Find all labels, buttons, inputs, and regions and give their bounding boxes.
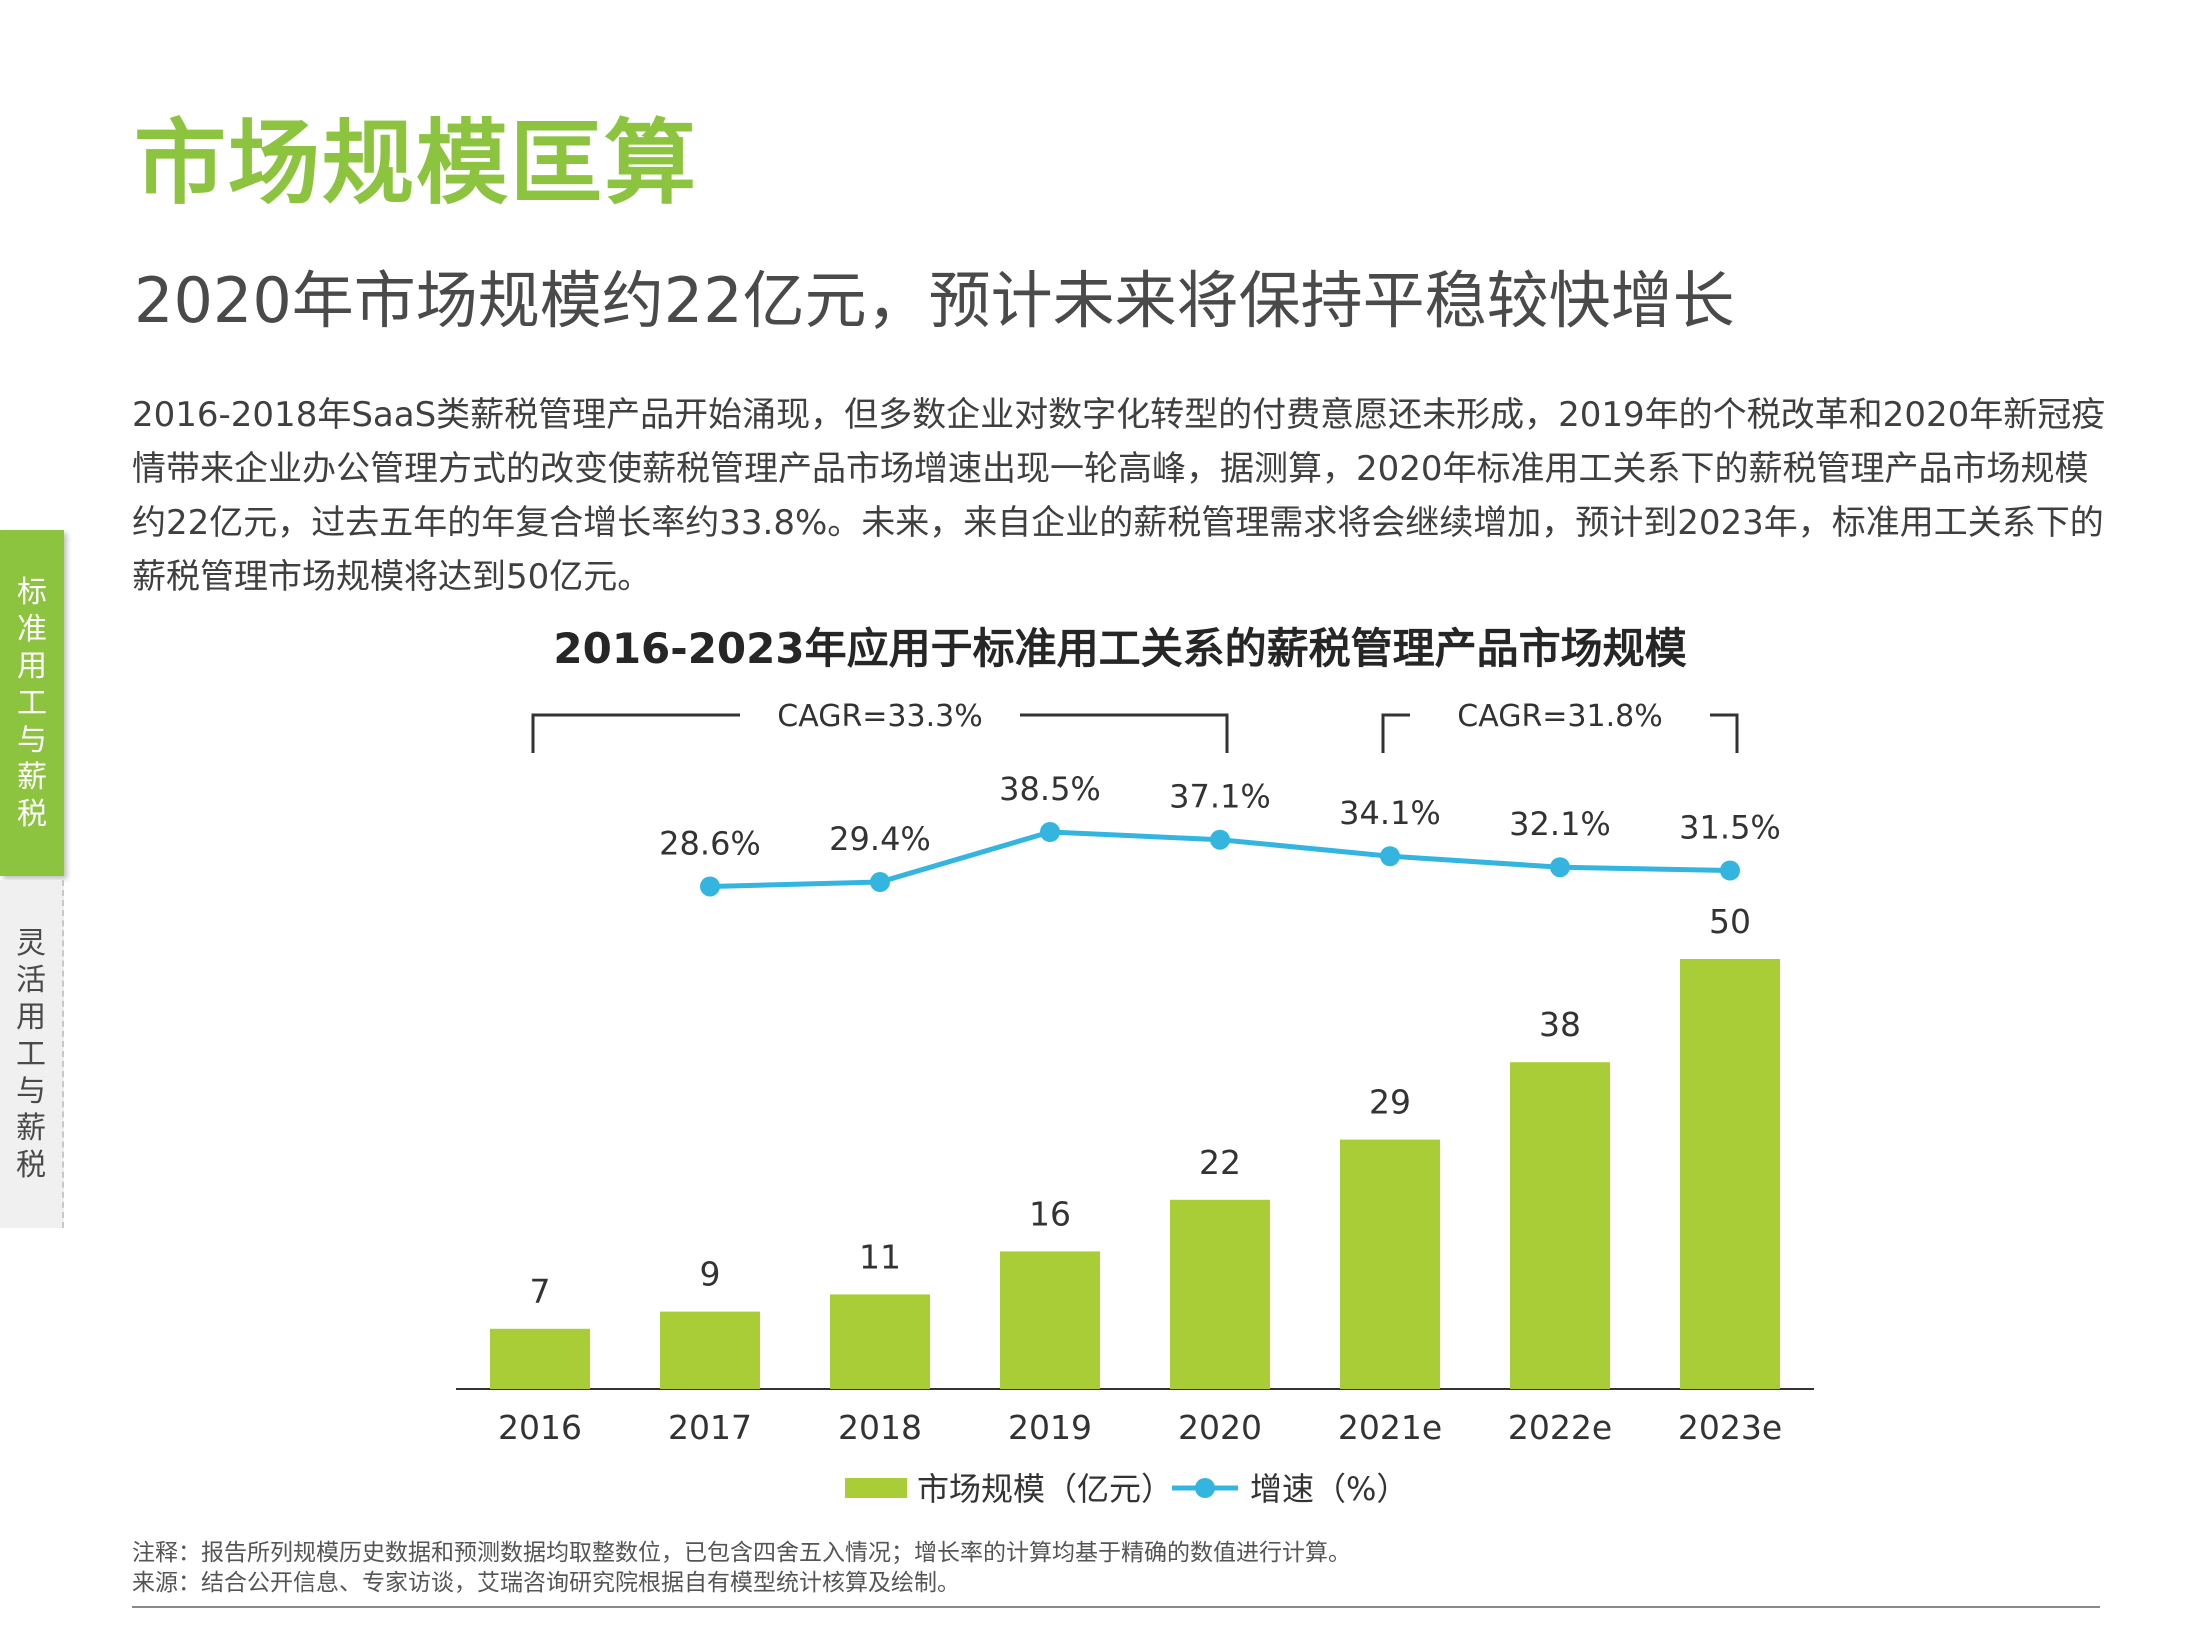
intro-paragraph: 2016-2018年SaaS类薪税管理产品开始涌现，但多数企业对数字化转型的付费…	[132, 395, 2106, 597]
side-tab-char: 用	[17, 648, 47, 684]
growth-value-label: 31.5%	[1679, 809, 1781, 847]
side-tab-char: 税	[16, 1147, 46, 1183]
growth-value-label: 32.1%	[1509, 805, 1611, 843]
x-tick-label: 2023e	[1678, 1408, 1782, 1447]
growth-point	[1720, 860, 1740, 881]
side-tab-char: 标	[17, 574, 47, 610]
bar	[830, 1294, 930, 1389]
chart-title: 2016-2023年应用于标准用工关系的薪税管理产品市场规模	[553, 624, 1687, 673]
bar-value-label: 7	[530, 1272, 551, 1311]
bar	[1000, 1251, 1100, 1389]
bar-value-label: 29	[1369, 1083, 1411, 1122]
cagr-label: CAGR=31.8%	[1457, 699, 1662, 734]
footer-source: 来源：结合公开信息、专家访谈，艾瑞咨询研究院根据自有模型统计核算及绘制。	[132, 1570, 960, 1596]
bar-value-label: 16	[1029, 1194, 1071, 1233]
growth-point	[1550, 857, 1570, 878]
cagr-label: CAGR=33.3%	[777, 699, 982, 734]
footer-notes: 注释：报告所列规模历史数据和预测数据均取整数位，已包含四舍五入情况；增长率的计算…	[132, 1538, 1351, 1598]
x-tick-label: 2017	[668, 1408, 752, 1447]
x-tick-label: 2020	[1178, 1408, 1262, 1447]
side-tab-char: 薪	[17, 759, 47, 795]
side-tab-char: 薪	[16, 1110, 46, 1146]
cagr-bracket-right	[1710, 713, 1739, 753]
page-title: 市场规模匡算	[134, 110, 699, 217]
x-tick-label: 2019	[1008, 1408, 1092, 1447]
bar	[490, 1328, 590, 1389]
side-tab-char: 活	[16, 962, 46, 998]
growth-value-label: 34.1%	[1339, 794, 1441, 832]
side-tab-char: 灵	[16, 925, 46, 961]
growth-point	[1210, 829, 1230, 850]
side-tab-char: 准	[17, 611, 47, 647]
bar-value-label: 50	[1709, 902, 1751, 941]
legend-bar-swatch	[845, 1478, 907, 1498]
side-tab-char: 与	[17, 722, 47, 758]
bar	[1510, 1062, 1610, 1389]
bar	[660, 1311, 760, 1389]
bar-value-label: 11	[859, 1237, 901, 1276]
side-tab-char: 工	[17, 685, 47, 721]
bar	[1170, 1199, 1270, 1389]
bar-value-label: 9	[700, 1255, 721, 1294]
growth-value-label: 29.4%	[829, 820, 931, 858]
growth-value-label: 38.5%	[999, 770, 1101, 808]
side-tab-char: 工	[16, 1036, 46, 1072]
cagr-bracket-left	[1381, 713, 1410, 753]
growth-point	[700, 876, 720, 897]
side-tab-char: 用	[16, 999, 46, 1035]
growth-value-label: 28.6%	[659, 824, 761, 862]
cagr-bracket-right	[1020, 713, 1229, 753]
x-tick-label: 2016	[498, 1408, 582, 1447]
growth-value-label: 37.1%	[1169, 778, 1271, 816]
legend-line-marker	[1195, 1478, 1215, 1498]
x-tick-label: 2018	[838, 1408, 922, 1447]
x-tick-label: 2022e	[1508, 1408, 1612, 1447]
growth-point	[1040, 822, 1060, 842]
bar-value-label: 22	[1199, 1143, 1241, 1182]
side-tab-char: 与	[16, 1073, 46, 1109]
legend-bar-label: 市场规模（亿元）	[917, 1470, 1173, 1508]
side-tab-char: 税	[17, 796, 47, 832]
growth-point	[870, 872, 890, 893]
bar-value-label: 38	[1539, 1005, 1581, 1044]
side-tab-flexible-employment[interactable]: 灵 活 用 工 与 薪 税	[0, 880, 64, 1228]
cagr-bracket-left	[531, 713, 740, 753]
footer-divider	[132, 1606, 2100, 1608]
legend-line-label: 增速（%）	[1250, 1470, 1408, 1508]
growth-point	[1380, 846, 1400, 867]
bar	[1340, 1139, 1440, 1389]
footer-note: 注释：报告所列规模历史数据和预测数据均取整数位，已包含四舍五入情况；增长率的计算…	[132, 1540, 1351, 1566]
side-tab-standard-employment[interactable]: 标 准 用 工 与 薪 税	[0, 530, 64, 876]
x-tick-label: 2021e	[1338, 1408, 1442, 1447]
bar	[1680, 959, 1780, 1389]
page-subtitle: 2020年市场规模约22亿元，预计未来将保持平稳较快增长	[134, 264, 1735, 337]
